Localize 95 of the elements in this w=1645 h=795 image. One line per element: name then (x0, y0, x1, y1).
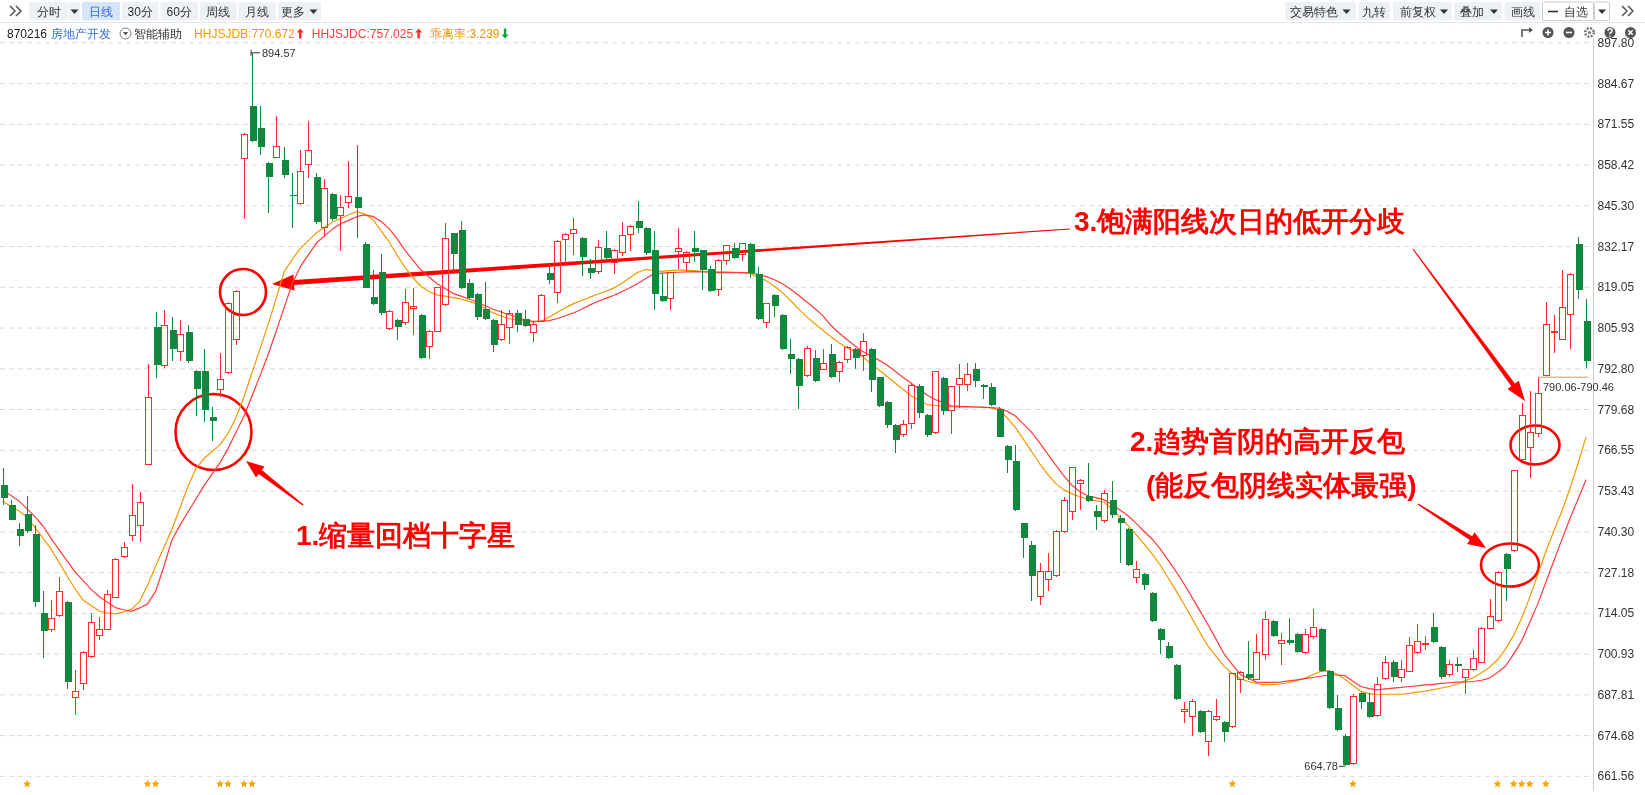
annotation: 790.06-790.46 (1543, 381, 1614, 394)
text: 周线 (206, 4, 231, 19)
annotation: 3.饱满阳线次日的低开分歧 (1074, 205, 1406, 237)
candlestick (804, 345, 811, 377)
candlestick (394, 318, 402, 341)
candlestick (771, 293, 779, 318)
candlestick (72, 669, 79, 716)
candlestick (281, 146, 289, 179)
candlestick (1430, 612, 1438, 644)
candlestick (787, 338, 795, 375)
candlestick (635, 200, 643, 234)
candlestick (177, 319, 184, 362)
candlestick (1197, 709, 1205, 734)
candlestick (1020, 522, 1028, 559)
candlestick (40, 590, 48, 659)
candlestick (1245, 640, 1253, 681)
candlestick (892, 423, 900, 454)
y-tick-label: 884.67 (1597, 76, 1635, 91)
y-tick-label: 740.30 (1597, 524, 1635, 539)
text: 画线 (1510, 4, 1535, 19)
text: 交易特色 (1289, 4, 1338, 19)
candlestick (579, 236, 587, 277)
candlestick (1109, 480, 1117, 519)
candlestick (1004, 444, 1012, 474)
text: HHJSJDC:757.025 (311, 26, 414, 41)
y-tick-label: 727.18 (1597, 565, 1635, 580)
y-tick-label: 897.80 (1597, 35, 1635, 50)
y-tick-label: 766.55 (1597, 443, 1635, 458)
candlestick (209, 406, 217, 442)
candlestick (345, 160, 352, 209)
chart-subtitle: 房地产开发 (51, 26, 112, 41)
text: 前复权 (1399, 4, 1436, 19)
y-tick-label: 700.93 (1597, 647, 1635, 662)
text: 30分 (127, 4, 153, 19)
annotation: 894.57 (262, 46, 296, 59)
candlestick (1157, 627, 1165, 655)
y-tick-label: 661.56 (1597, 769, 1635, 784)
y-tick-label: 819.05 (1597, 280, 1635, 295)
candlestick (265, 161, 273, 214)
candlestick (1085, 462, 1093, 503)
y-tick-label: 714.05 (1597, 606, 1635, 621)
text: 60分 (166, 4, 192, 19)
y-tick-label: 674.68 (1597, 728, 1635, 743)
candlestick (852, 347, 860, 370)
candlestick (169, 316, 177, 362)
text: 月线 (245, 4, 270, 19)
candlestick (587, 258, 595, 280)
candlestick (908, 382, 915, 430)
annotation: 乖离率:3.239 (430, 26, 500, 41)
text: 叠加 (1460, 4, 1484, 19)
y-tick-label: 871.55 (1597, 117, 1635, 132)
text: 九转 (1362, 4, 1387, 19)
y-tick-label: 832.17 (1597, 239, 1635, 254)
candlestick (924, 413, 932, 438)
candlestick (1334, 694, 1342, 732)
annotation: 1.缩量回档十字星 (296, 519, 516, 551)
candlestick (337, 194, 344, 252)
candlestick (321, 178, 328, 238)
candlestick (546, 263, 554, 285)
text: 更多 (280, 4, 305, 19)
y-tick-label: 687.81 (1597, 687, 1635, 702)
text: HHJSJDB:770.672 (194, 26, 296, 41)
annotation: (能反包阴线实体最强) (1146, 469, 1417, 501)
y-tick-label: 779.68 (1597, 402, 1635, 417)
chart-title: 870216 (7, 26, 48, 41)
y-tick-label: 845.30 (1597, 198, 1635, 213)
candlestick (1366, 692, 1374, 719)
text: 日线 (89, 4, 113, 19)
annotation: 2.趋势首阴的高开反包 (1130, 425, 1407, 457)
candlestick (1390, 659, 1398, 683)
candlestick (828, 343, 836, 379)
candlestick (1093, 504, 1101, 531)
candlestick (860, 332, 867, 372)
candlestick (603, 230, 611, 260)
candlestick (161, 309, 168, 369)
candlestick (812, 349, 820, 383)
candlestick (1278, 632, 1285, 666)
candlestick (988, 382, 996, 407)
annotation: 664.78 (1304, 760, 1338, 773)
candlestick (554, 240, 561, 304)
annotation: 智能辅助 (134, 26, 183, 41)
candlestick (1503, 552, 1511, 602)
y-tick-label: 753.43 (1597, 484, 1635, 499)
candlestick (659, 272, 667, 303)
candlestick (972, 362, 980, 388)
y-tick-label: 792.80 (1597, 361, 1635, 376)
y-tick-label: 805.93 (1597, 321, 1635, 336)
candlestick (570, 217, 577, 256)
y-tick-label: 858.42 (1597, 158, 1635, 173)
candlestick (354, 144, 362, 239)
candlestick (530, 321, 537, 343)
candlestick (0, 467, 8, 506)
candlestick (1221, 720, 1229, 743)
candlestick (305, 120, 312, 179)
candlestick (675, 227, 682, 270)
